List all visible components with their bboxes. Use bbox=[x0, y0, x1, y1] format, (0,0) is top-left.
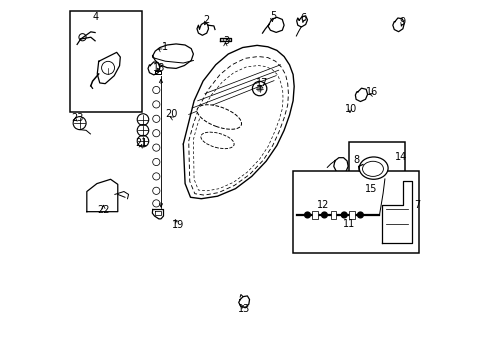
Text: 9: 9 bbox=[399, 17, 405, 27]
Circle shape bbox=[357, 212, 363, 218]
Text: 7: 7 bbox=[413, 200, 420, 210]
Text: 13: 13 bbox=[237, 304, 249, 314]
Text: 11: 11 bbox=[342, 219, 354, 229]
Ellipse shape bbox=[362, 161, 383, 176]
Polygon shape bbox=[152, 210, 163, 219]
Circle shape bbox=[304, 212, 310, 218]
Bar bbox=[292, 171, 418, 253]
Text: 19: 19 bbox=[171, 220, 183, 230]
Bar bbox=[348, 142, 404, 196]
Text: 1: 1 bbox=[162, 42, 168, 52]
Text: 6: 6 bbox=[300, 13, 306, 23]
Bar bbox=[330, 211, 336, 219]
Text: 20: 20 bbox=[165, 109, 178, 120]
Circle shape bbox=[321, 212, 326, 218]
Polygon shape bbox=[87, 179, 118, 212]
Text: 17: 17 bbox=[255, 78, 267, 88]
Text: 3: 3 bbox=[223, 36, 229, 46]
Text: 22: 22 bbox=[97, 204, 109, 215]
Ellipse shape bbox=[197, 105, 241, 129]
Bar bbox=[348, 211, 354, 219]
Text: 16: 16 bbox=[366, 87, 378, 97]
Text: 14: 14 bbox=[394, 152, 407, 162]
Bar bbox=[70, 11, 142, 112]
Text: 5: 5 bbox=[270, 11, 276, 21]
Circle shape bbox=[256, 85, 263, 92]
Text: 23: 23 bbox=[71, 113, 83, 123]
Text: 15: 15 bbox=[364, 184, 377, 194]
Text: 8: 8 bbox=[352, 155, 358, 165]
Text: 4: 4 bbox=[93, 12, 99, 22]
Polygon shape bbox=[382, 181, 411, 243]
Text: 21: 21 bbox=[136, 138, 148, 148]
Text: 2: 2 bbox=[203, 15, 209, 25]
Text: 12: 12 bbox=[316, 200, 328, 210]
Circle shape bbox=[341, 212, 346, 218]
Ellipse shape bbox=[359, 157, 387, 179]
Text: 18: 18 bbox=[152, 63, 164, 73]
Text: 10: 10 bbox=[344, 104, 356, 114]
Bar bbox=[311, 211, 317, 219]
Polygon shape bbox=[220, 38, 230, 41]
Ellipse shape bbox=[201, 132, 234, 149]
